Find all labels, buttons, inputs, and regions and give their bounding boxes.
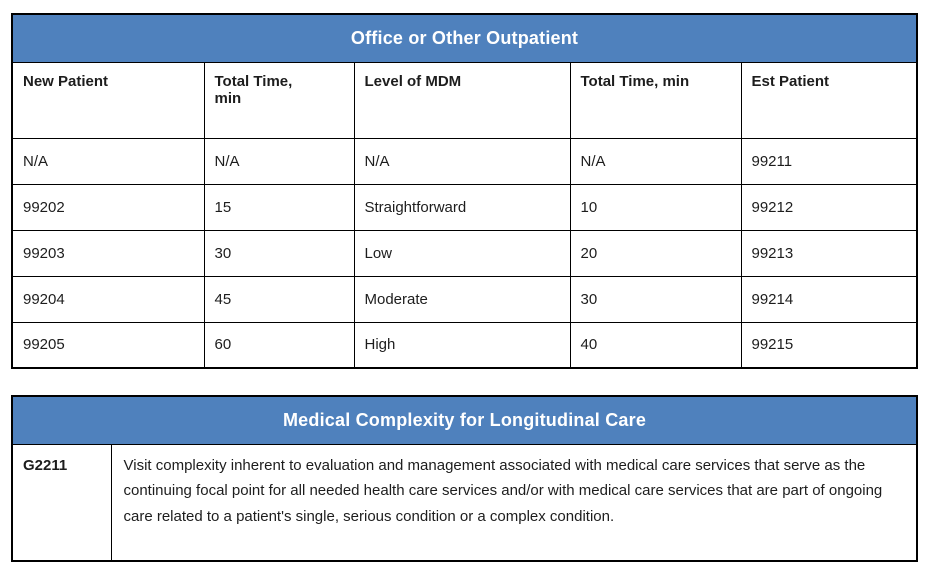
table-row: 99202 15 Straightforward 10 99212 xyxy=(11,183,918,231)
est-patient-code-cell: 99211 xyxy=(740,137,918,185)
longitudinal-care-table-title: Medical Complexity for Longitudinal Care xyxy=(11,395,918,445)
g2211-description-cell: Visit complexity inherent to evaluation … xyxy=(110,443,918,562)
est-patient-code-cell: 99212 xyxy=(740,183,918,231)
new-patient-code-cell: 99202 xyxy=(11,183,205,231)
table-row: 99205 60 High 40 99215 xyxy=(11,321,918,369)
est-patient-time-cell: N/A xyxy=(569,137,742,185)
table-row: G2211 Visit complexity inherent to evalu… xyxy=(11,443,918,562)
outpatient-title-row: Office or Other Outpatient xyxy=(11,13,918,63)
col-header-new-patient: New Patient xyxy=(11,61,205,139)
new-patient-time-cell: 60 xyxy=(203,321,355,369)
g2211-code-cell: G2211 xyxy=(11,443,112,562)
longitudinal-title-row: Medical Complexity for Longitudinal Care xyxy=(11,395,918,445)
mdm-level-cell: Low xyxy=(353,229,571,277)
new-patient-code-cell: 99204 xyxy=(11,275,205,323)
col-header-level-of-mdm: Level of MDM xyxy=(353,61,571,139)
new-patient-time-cell: 30 xyxy=(203,229,355,277)
new-patient-code-cell: 99203 xyxy=(11,229,205,277)
est-patient-code-cell: 99213 xyxy=(740,229,918,277)
mdm-level-cell: Moderate xyxy=(353,275,571,323)
outpatient-table: Office or Other Outpatient New Patient T… xyxy=(11,13,919,369)
longitudinal-care-table: Medical Complexity for Longitudinal Care… xyxy=(11,395,919,562)
est-patient-time-cell: 40 xyxy=(569,321,742,369)
col-header-total-time-new-label: Total Time, min xyxy=(214,72,293,107)
est-patient-code-cell: 99215 xyxy=(740,321,918,369)
col-header-total-time-est: Total Time, min xyxy=(569,61,742,139)
est-patient-time-cell: 10 xyxy=(569,183,742,231)
mdm-level-cell: Straightforward xyxy=(353,183,571,231)
new-patient-time-cell: 15 xyxy=(203,183,355,231)
est-patient-code-cell: 99214 xyxy=(740,275,918,323)
col-header-est-patient: Est Patient xyxy=(740,61,918,139)
mdm-level-cell: N/A xyxy=(353,137,571,185)
mdm-level-cell: High xyxy=(353,321,571,369)
new-patient-time-cell: 45 xyxy=(203,275,355,323)
new-patient-time-cell: N/A xyxy=(203,137,355,185)
new-patient-code-cell: 99205 xyxy=(11,321,205,369)
outpatient-table-title: Office or Other Outpatient xyxy=(11,13,918,63)
table-row: 99203 30 Low 20 99213 xyxy=(11,229,918,277)
table-row: 99204 45 Moderate 30 99214 xyxy=(11,275,918,323)
est-patient-time-cell: 20 xyxy=(569,229,742,277)
col-header-total-time-new: Total Time, min xyxy=(203,61,355,139)
new-patient-code-cell: N/A xyxy=(11,137,205,185)
outpatient-header-row: New Patient Total Time, min Level of MDM… xyxy=(11,61,918,139)
est-patient-time-cell: 30 xyxy=(569,275,742,323)
table-row: N/A N/A N/A N/A 99211 xyxy=(11,137,918,185)
